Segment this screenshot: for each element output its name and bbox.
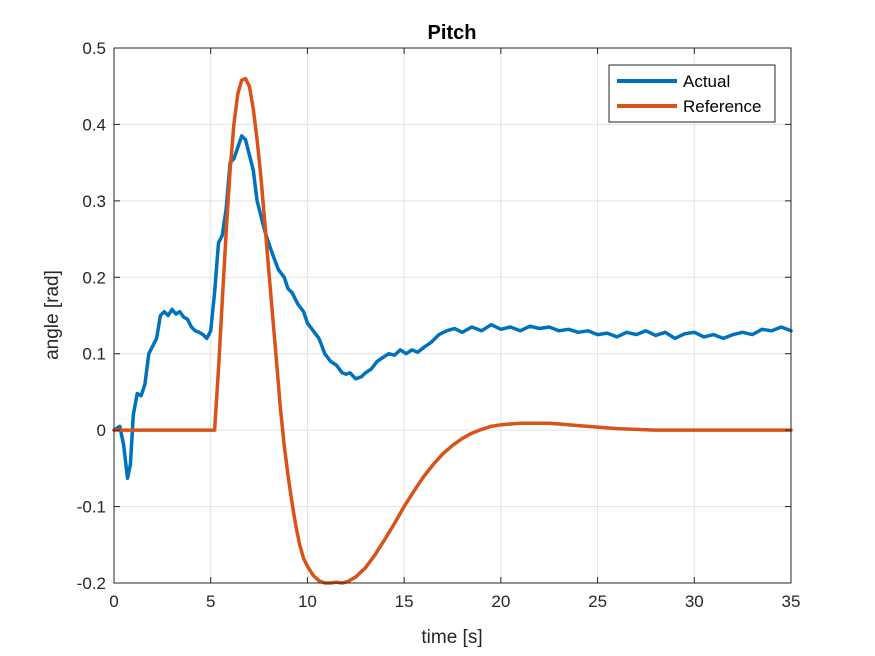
legend-box [608, 64, 776, 123]
legend-label-reference: Reference [683, 97, 761, 116]
y-tick-labels: -0.2 -0.1 0 0.1 0.2 0.3 0.4 0.5 [77, 39, 106, 593]
chart-title: Pitch [428, 22, 477, 44]
y-tick-label: 0.3 [82, 192, 106, 211]
y-tick-label: 0.4 [82, 115, 106, 134]
x-tick-label: 35 [782, 592, 801, 611]
plot-frame [113, 47, 792, 584]
x-tick-label: 10 [298, 592, 317, 611]
y-tick-label: 0.5 [82, 39, 106, 58]
y-tick-label: -0.2 [77, 574, 106, 593]
legend: Actual Reference [608, 64, 776, 123]
x-tick-label: 25 [588, 592, 607, 611]
axis-ticks [113, 47, 792, 584]
y-tick-label: -0.1 [77, 498, 106, 517]
plot-area [114, 48, 791, 583]
y-tick-label: 0.2 [82, 268, 106, 287]
x-axis-label: time [s] [421, 627, 482, 648]
y-tick-label: 0.1 [82, 345, 106, 364]
x-tick-label: 0 [109, 592, 118, 611]
x-tick-label: 5 [206, 592, 215, 611]
y-axis-label: angle [rad] [42, 270, 63, 360]
x-tick-labels: 0 5 10 15 20 25 30 35 [109, 592, 800, 611]
x-tick-label: 15 [395, 592, 414, 611]
x-tick-label: 20 [491, 592, 510, 611]
y-tick-label: 0 [97, 421, 106, 440]
legend-label-actual: Actual [683, 72, 730, 91]
x-tick-label: 30 [685, 592, 704, 611]
series-line-actual [112, 134, 793, 481]
